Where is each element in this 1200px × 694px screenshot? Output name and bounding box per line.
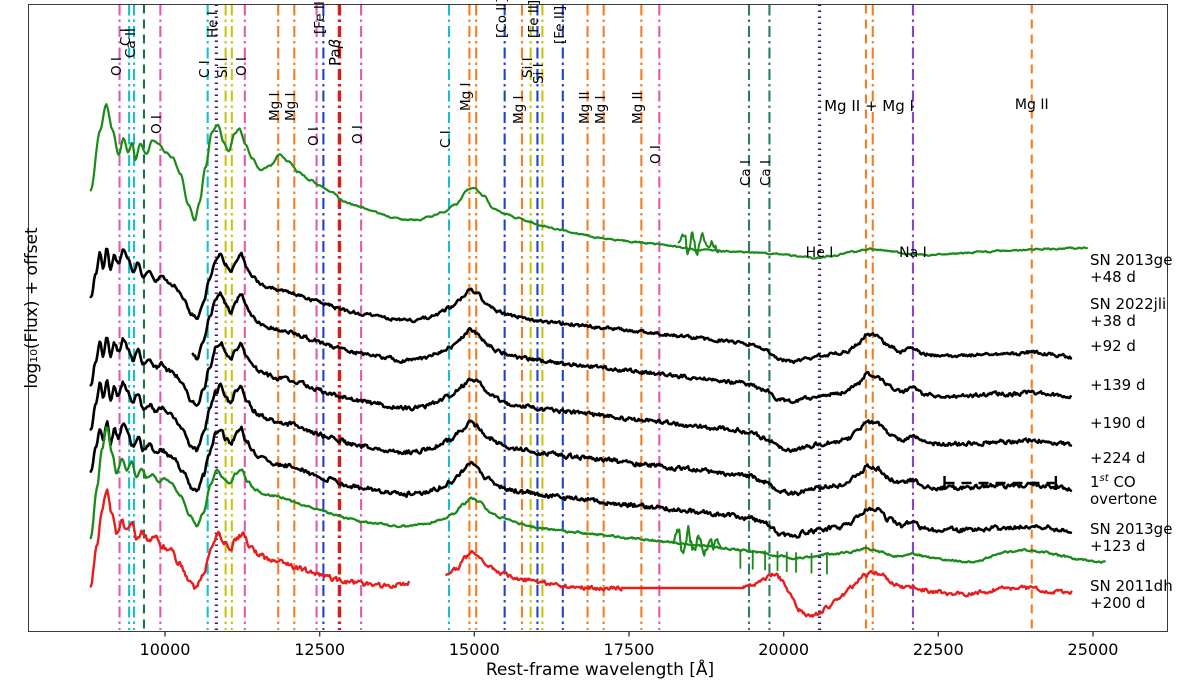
- spectra-curves: [89, 103, 1106, 618]
- y-axis-label: log₁₀(Flux) + offset: [22, 227, 42, 389]
- label-mg-ii: Mg II: [1014, 97, 1049, 113]
- line-label-he-i: He I: [205, 11, 222, 38]
- x-tick-label: 10000: [139, 640, 191, 659]
- series-label-sn-2013ge-123-d: SN 2013ge +123 d: [1090, 521, 1172, 555]
- label-mg-ii-mg-i: Mg II + Mg I: [824, 97, 914, 115]
- curve-sn2011dh-200d-red: [742, 570, 1073, 618]
- series-label-sn-2022jli-190-d: +190 d: [1090, 415, 1146, 432]
- label-he-i: He I: [805, 245, 834, 261]
- y-axis-label-wrap: log₁₀(Flux) + offset: [10, 0, 42, 388]
- line-label-c-i: C I: [196, 60, 213, 78]
- series-label-line: +139 d: [1090, 376, 1146, 394]
- line-label-mg-ii: Mg II: [630, 91, 647, 124]
- x-tick-label: 25000: [1067, 640, 1119, 659]
- curve-sn2022jli-92d: [191, 291, 1072, 405]
- curve-sn2022jli-224d: [89, 420, 1073, 539]
- annotations-layer: [943, 476, 1058, 490]
- curve-sn2013ge-48d: [89, 103, 1088, 260]
- series-label-line: SN 2013ge: [1090, 520, 1173, 538]
- series-label-line: +38 d: [1090, 312, 1136, 330]
- series-label-sn-2022jli-224-d: +224 d: [1090, 450, 1146, 467]
- line-label-mg-i: Mg I: [283, 92, 300, 122]
- curve-sn2022jli-139d: [89, 336, 1073, 453]
- line-label-ca-i: Ca I: [758, 160, 775, 186]
- line-label-o-i: O I: [350, 125, 367, 144]
- x-tick-label: 20000: [758, 640, 810, 659]
- line-label-o-i: O I: [305, 127, 322, 146]
- series-label-line: SN 2011dh: [1090, 577, 1173, 595]
- x-axis-label: Rest-frame wavelength [Å]: [485, 660, 715, 680]
- series-label-line: +48 d: [1090, 268, 1136, 286]
- series-label-sn-2022jli-92-d: +92 d: [1090, 338, 1136, 355]
- line-label-mg-i: Mg I: [592, 95, 609, 125]
- series-label-sn-2022jli-38-d: SN 2022jli +38 d: [1090, 296, 1166, 330]
- curve-sn2013ge-48d-telluric: [677, 231, 720, 256]
- line-label--co-ii-: [Co II]: [493, 0, 510, 38]
- x-tick-label: 17500: [603, 640, 655, 659]
- line-label--fe-ii-: [Fe II]: [312, 0, 329, 34]
- series-label-line: +123 d: [1090, 537, 1146, 555]
- line-label-si-i: Si I: [214, 57, 231, 78]
- series-label-sn-2013ge-48-d: SN 2013ge +48 d: [1090, 252, 1172, 286]
- curve-sn2011dh-200d-h: [445, 549, 623, 592]
- co-overtone-label: 1st CO overtone: [1090, 473, 1158, 508]
- series-label-line: +200 d: [1090, 594, 1146, 612]
- curve-sn2022jli-38d: [89, 247, 1073, 365]
- line-label-mg-i: Mg I: [510, 95, 527, 125]
- label-na-i: Na I: [899, 245, 927, 261]
- series-label-sn-2022jli-139-d: +139 d: [1090, 377, 1146, 394]
- curve-sn2011dh-200d-blue: [89, 488, 410, 590]
- series-label-line: +190 d: [1090, 414, 1146, 432]
- line-label-mg-i: Mg I: [267, 92, 284, 122]
- line-label-ca-i: Ca I: [738, 160, 755, 186]
- curve-sn2013ge-123d-telluric: [671, 524, 723, 557]
- line-label-o-i: O I: [648, 145, 665, 164]
- line-label-ca-ii: Ca II: [123, 28, 140, 58]
- line-label-c-i: C I: [437, 130, 454, 148]
- series-label-line: +92 d: [1090, 337, 1136, 355]
- line-label-o-i: O I: [233, 57, 250, 76]
- line-label--fe-ii-: [Fe II]: [551, 5, 568, 44]
- series-label-line: SN 2013ge: [1090, 251, 1173, 269]
- x-axis-ticks: [164, 631, 1094, 637]
- series-label-line: SN 2022jli: [1090, 295, 1167, 313]
- line-label-si-i: Si I: [531, 63, 548, 84]
- series-label-sn-2011dh-200-d: SN 2011dh +200 d: [1090, 578, 1173, 612]
- line-label-pa-: Paβ: [326, 38, 345, 66]
- line-label-mg-i: Mg I: [458, 82, 475, 112]
- x-tick-label: 22500: [912, 640, 964, 659]
- line-label-mg-ii: Mg II: [576, 91, 593, 124]
- x-tick-label: 15000: [448, 640, 500, 659]
- curve-sn2013ge-123d: [89, 426, 1106, 564]
- line-label--fe-ii-: [Fe II]: [526, 0, 543, 38]
- line-label-o-i: O I: [149, 115, 166, 134]
- curve-sn2022jli-190d: [89, 379, 1073, 497]
- x-tick-label: 12500: [294, 640, 346, 659]
- series-label-line: +224 d: [1090, 449, 1146, 467]
- line-label-o-i: O I: [108, 57, 125, 76]
